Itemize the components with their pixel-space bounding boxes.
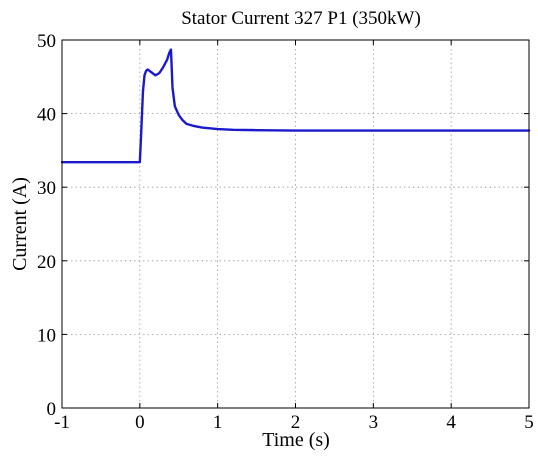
grid-lines — [62, 40, 529, 408]
x-tick-label: 1 — [213, 412, 223, 433]
x-tick-label: 4 — [446, 412, 456, 433]
x-axis-label: Time (s) — [262, 429, 330, 451]
x-tick-label: 2 — [291, 412, 301, 433]
chart-title: Stator Current 327 P1 (350kW) — [181, 8, 421, 29]
y-tick-labels: 0 10 20 30 40 50 — [37, 31, 56, 420]
x-tick-label: 0 — [135, 412, 145, 433]
plot-frame — [61, 39, 530, 409]
series-layer — [60, 48, 531, 164]
y-tick-label: 50 — [37, 31, 56, 52]
y-tick-label: 40 — [37, 105, 56, 126]
y-tick-label: 0 — [47, 399, 57, 420]
series-line — [60, 48, 531, 164]
x-tick-label: 3 — [369, 412, 379, 433]
y-axis-label: Current (A) — [9, 177, 31, 271]
x-tick-labels: -1 0 1 2 3 4 5 — [54, 412, 534, 433]
y-tick-label: 10 — [37, 325, 56, 346]
y-tick-label: 20 — [37, 252, 56, 273]
y-tick-label: 30 — [37, 178, 56, 199]
x-tick-label: 5 — [524, 412, 534, 433]
x-tick-label: -1 — [54, 412, 70, 433]
